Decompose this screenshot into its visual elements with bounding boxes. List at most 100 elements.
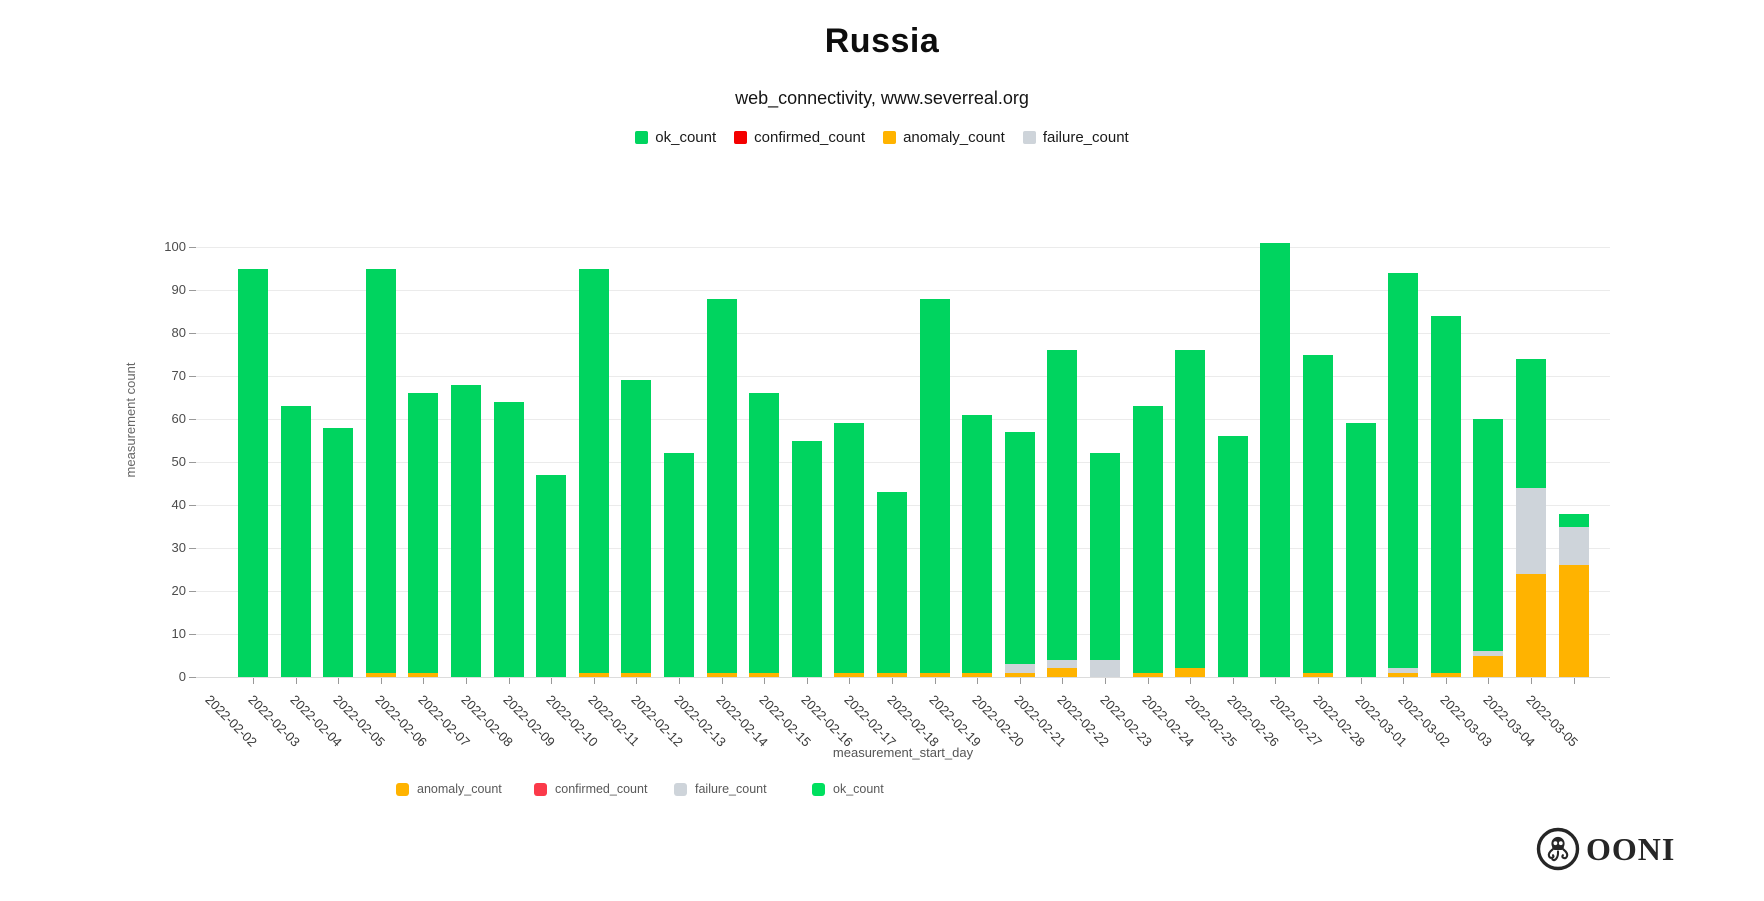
bar-segment-anomaly_count[interactable] xyxy=(834,673,864,677)
bar-segment-failure_count[interactable] xyxy=(1473,651,1503,656)
legend-swatch-icon xyxy=(396,782,409,796)
y-tick-mark xyxy=(189,376,196,377)
legend-top-item-failure_count[interactable]: failure_count xyxy=(1022,129,1129,146)
bar-segment-ok_count[interactable] xyxy=(366,269,396,673)
x-axis-line xyxy=(190,677,1610,678)
bar-segment-anomaly_count[interactable] xyxy=(749,673,779,677)
ooni-octopus-icon xyxy=(1536,827,1580,871)
bar-segment-ok_count[interactable] xyxy=(1047,350,1077,660)
bar-segment-ok_count[interactable] xyxy=(408,393,438,673)
bar-segment-ok_count[interactable] xyxy=(707,299,737,673)
bar-segment-ok_count[interactable] xyxy=(1431,316,1461,673)
chart-title: Russia xyxy=(824,22,940,60)
bar-segment-ok_count[interactable] xyxy=(1346,423,1376,677)
y-tick-label-10: 10 xyxy=(171,626,186,641)
bar-segment-anomaly_count[interactable] xyxy=(1516,574,1546,677)
x-tick-mark xyxy=(253,678,254,684)
y-axis-title: measurement count xyxy=(123,362,138,478)
ooni-brand: OONI xyxy=(1536,827,1675,871)
legend-bottom-item-failure_count[interactable]: failure_count xyxy=(674,782,767,796)
bar-segment-anomaly_count[interactable] xyxy=(366,673,396,677)
x-tick-mark xyxy=(423,678,424,684)
bar-segment-failure_count[interactable] xyxy=(1090,660,1120,677)
bar-segment-ok_count[interactable] xyxy=(579,269,609,673)
bar-segment-ok_count[interactable] xyxy=(494,402,524,677)
bar-segment-ok_count[interactable] xyxy=(920,299,950,673)
x-tick-mark xyxy=(1020,678,1021,684)
bar-segment-ok_count[interactable] xyxy=(1175,350,1205,668)
bar-segment-ok_count[interactable] xyxy=(1303,355,1333,673)
bar-segment-anomaly_count[interactable] xyxy=(1303,673,1333,677)
bar-segment-failure_count[interactable] xyxy=(1388,668,1418,673)
bar-segment-anomaly_count[interactable] xyxy=(621,673,651,677)
chart-subtitle: web_connectivity, www.severreal.org xyxy=(735,88,1029,108)
bar-segment-anomaly_count[interactable] xyxy=(1005,673,1035,677)
x-axis-title: measurement_start_day xyxy=(832,745,974,760)
bar-segment-ok_count[interactable] xyxy=(1090,453,1120,660)
bar-segment-ok_count[interactable] xyxy=(1559,514,1589,527)
bar-segment-ok_count[interactable] xyxy=(749,393,779,673)
bar-segment-anomaly_count[interactable] xyxy=(877,673,907,677)
bar-segment-failure_count[interactable] xyxy=(1559,527,1589,565)
bar-segment-ok_count[interactable] xyxy=(1388,273,1418,668)
bar-segment-anomaly_count[interactable] xyxy=(408,673,438,677)
bar-segment-anomaly_count[interactable] xyxy=(707,673,737,677)
x-tick-mark xyxy=(1233,678,1234,684)
x-tick-mark xyxy=(849,678,850,684)
bar-segment-ok_count[interactable] xyxy=(877,492,907,673)
x-tick-mark xyxy=(1148,678,1149,684)
bar-segment-ok_count[interactable] xyxy=(1005,432,1035,664)
bar-segment-failure_count[interactable] xyxy=(1516,488,1546,574)
bar-segment-ok_count[interactable] xyxy=(1218,436,1248,677)
bar-segment-ok_count[interactable] xyxy=(536,475,566,677)
bar-segment-ok_count[interactable] xyxy=(323,428,353,677)
y-tick-mark xyxy=(189,462,196,463)
bar-segment-ok_count[interactable] xyxy=(238,269,268,677)
y-tick-label-20: 20 xyxy=(171,583,186,598)
legend-bottom-item-confirmed_count[interactable]: confirmed_count xyxy=(534,782,647,796)
bar-segment-ok_count[interactable] xyxy=(1260,243,1290,677)
bar-segment-ok_count[interactable] xyxy=(1473,419,1503,651)
bar-segment-anomaly_count[interactable] xyxy=(962,673,992,677)
bar-segment-failure_count[interactable] xyxy=(1005,664,1035,673)
legend-bottom-item-ok_count[interactable]: ok_count xyxy=(812,782,884,796)
y-tick-mark xyxy=(189,591,196,592)
bar-segment-anomaly_count[interactable] xyxy=(1133,673,1163,677)
x-tick-mark xyxy=(1318,678,1319,684)
bar-segment-ok_count[interactable] xyxy=(1133,406,1163,673)
gridline-100 xyxy=(196,247,1610,248)
gridline-70 xyxy=(196,376,1610,377)
legend-bottom-item-anomaly_count[interactable]: anomaly_count xyxy=(396,782,502,796)
y-tick-label-0: 0 xyxy=(178,669,186,684)
y-tick-label-70: 70 xyxy=(171,368,186,383)
bar-segment-anomaly_count[interactable] xyxy=(1559,565,1589,677)
bar-segment-ok_count[interactable] xyxy=(962,415,992,673)
bar-segment-ok_count[interactable] xyxy=(792,441,822,677)
legend-top-item-ok_count[interactable]: ok_count xyxy=(635,129,716,146)
legend-top-label: confirmed_count xyxy=(754,129,866,146)
legend-swatch-icon xyxy=(534,782,547,796)
bar-segment-ok_count[interactable] xyxy=(451,385,481,677)
bar-segment-anomaly_count[interactable] xyxy=(1431,673,1461,677)
bar-segment-ok_count[interactable] xyxy=(1516,359,1546,488)
bar-segment-anomaly_count[interactable] xyxy=(1388,673,1418,677)
y-tick-label-80: 80 xyxy=(171,325,186,340)
bar-segment-ok_count[interactable] xyxy=(281,406,311,677)
bar-segment-ok_count[interactable] xyxy=(834,423,864,673)
legend-top-item-confirmed_count[interactable]: confirmed_count xyxy=(734,129,865,146)
bar-segment-anomaly_count[interactable] xyxy=(1047,668,1077,677)
bar-segment-anomaly_count[interactable] xyxy=(1473,656,1503,677)
x-tick-mark xyxy=(1531,678,1532,684)
bar-segment-anomaly_count[interactable] xyxy=(1175,668,1205,677)
x-tick-mark xyxy=(1275,678,1276,684)
bar-segment-ok_count[interactable] xyxy=(621,380,651,673)
bar-segment-anomaly_count[interactable] xyxy=(920,673,950,677)
bar-segment-failure_count[interactable] xyxy=(1047,660,1077,668)
bar-segment-anomaly_count[interactable] xyxy=(579,673,609,677)
bar-segment-ok_count[interactable] xyxy=(664,453,694,677)
legend-top-label: anomaly_count xyxy=(903,129,1005,146)
legend-top-item-anomaly_count[interactable]: anomaly_count xyxy=(883,129,1005,146)
gridline-50 xyxy=(196,462,1610,463)
legend-top-label: failure_count xyxy=(1042,129,1129,146)
